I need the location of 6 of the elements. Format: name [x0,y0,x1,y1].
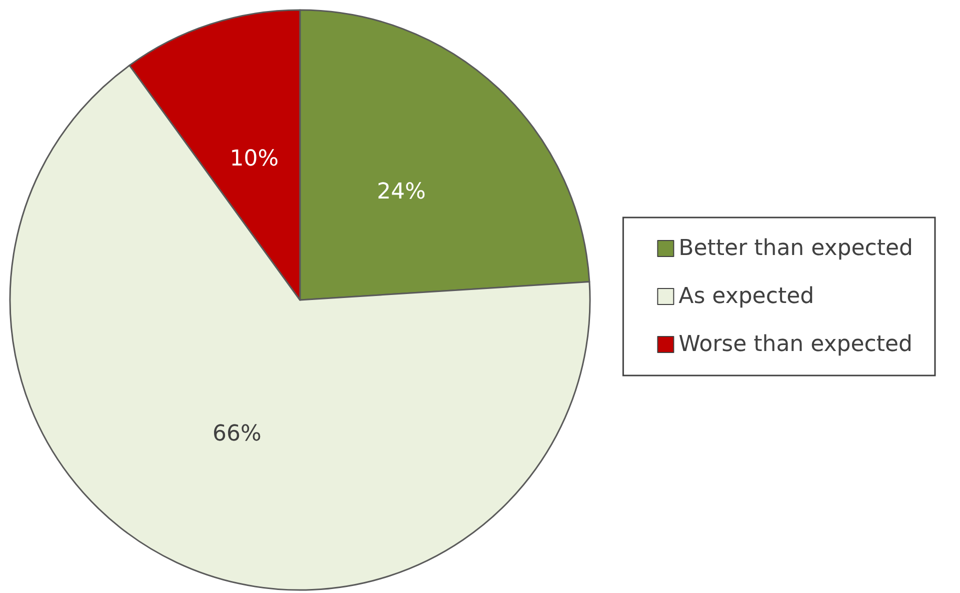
legend-label: As expected [678,284,814,309]
legend-label: Better than expected [678,236,914,261]
legend-label: Worse than expected [678,332,913,357]
data-label: 24% [376,180,426,205]
data-label: 66% [212,421,262,446]
data-label: 10% [230,146,279,172]
